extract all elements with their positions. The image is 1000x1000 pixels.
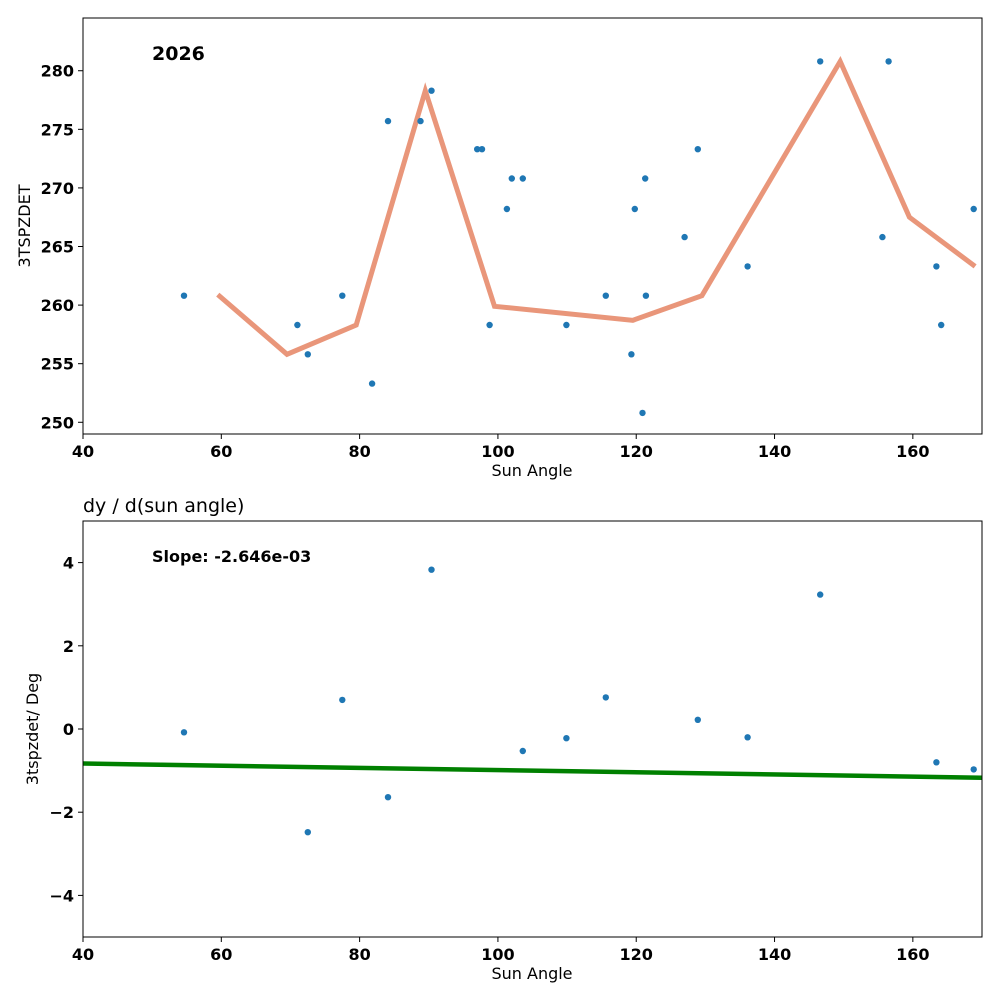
bottom-x-tick-label: 60	[210, 945, 232, 964]
bottom-data-point	[817, 591, 824, 598]
bottom-data-point	[304, 829, 311, 836]
top-annotation: 2026	[152, 43, 205, 65]
top-data-point	[631, 205, 638, 213]
top-plot-layer	[180, 55, 977, 417]
top-data-point	[639, 409, 646, 417]
top-data-point	[970, 205, 977, 213]
bottom-data-point	[744, 734, 751, 741]
bottom-y-axis-label: 3tspzdet/ Deg	[23, 673, 42, 785]
top-data-point	[339, 292, 346, 299]
top-panel: 2026 Sun Angle 3TSPZDET 40 60 80 100 120 140 1…	[15, 17, 983, 480]
bottom-title: dy / d(sun angle)	[83, 495, 244, 517]
top-data-point	[642, 292, 650, 299]
bottom-linear-fit-line	[83, 761, 982, 780]
top-axes-frame	[82, 17, 983, 435]
bottom-plot-layer	[83, 566, 982, 836]
top-y-tick-label: 270	[41, 179, 74, 198]
bottom-x-tick-label: 80	[348, 945, 370, 964]
bottom-y-tick-label: 2	[63, 637, 74, 656]
bottom-data-point	[933, 759, 940, 766]
bottom-y-tick-label: −4	[49, 886, 74, 905]
bottom-data-point	[180, 729, 188, 736]
top-data-point	[384, 117, 392, 125]
top-data-point	[486, 321, 493, 329]
top-data-point	[563, 321, 570, 329]
top-x-tick-label: 80	[348, 442, 370, 461]
top-data-point	[417, 117, 424, 125]
top-data-point	[180, 292, 188, 299]
bottom-data-point	[970, 766, 977, 773]
top-x-tick-label: 160	[896, 442, 929, 461]
bottom-y-tick-label: −2	[49, 803, 74, 822]
bottom-x-tick-label: 40	[72, 945, 94, 964]
top-y-tick-label: 250	[41, 413, 74, 432]
top-data-point	[628, 351, 635, 358]
top-x-tick-label: 40	[72, 442, 94, 461]
top-x-tick-label: 100	[481, 442, 514, 461]
bottom-data-point	[384, 794, 392, 801]
top-data-point	[744, 263, 751, 270]
top-y-tick-label: 275	[41, 120, 74, 139]
top-binned-mean-line	[216, 55, 977, 358]
bottom-x-tick-label: 100	[481, 945, 514, 964]
top-x-tick-label: 140	[758, 442, 791, 461]
top-x-tick-label: 120	[620, 442, 653, 461]
bottom-annotation: Slope: -2.646e-03	[152, 547, 311, 566]
bottom-y-tick-label: 0	[63, 720, 74, 739]
top-data-point	[428, 87, 435, 94]
top-data-point	[602, 292, 609, 299]
top-y-axis-label: 3TSPZDET	[15, 184, 34, 267]
bottom-x-tick-label: 160	[896, 945, 929, 964]
top-data-point	[478, 146, 486, 153]
bottom-x-tick-label: 140	[758, 945, 791, 964]
bottom-data-point	[428, 566, 435, 573]
bottom-data-point	[694, 716, 701, 723]
top-data-point	[933, 263, 940, 270]
top-data-point	[885, 58, 892, 65]
top-data-point	[304, 351, 311, 358]
top-x-tick-label: 60	[210, 442, 232, 461]
top-data-point	[368, 380, 376, 387]
bottom-panel: dy / d(sun angle) Slope: -2.646e-03 Sun …	[23, 495, 983, 983]
bottom-data-point	[519, 747, 526, 755]
top-y-tick-label: 280	[41, 62, 74, 81]
top-x-axis-label: Sun Angle	[491, 461, 572, 480]
top-data-point	[519, 175, 526, 182]
bottom-x-axis-label: Sun Angle	[491, 964, 572, 983]
top-data-point	[294, 321, 301, 329]
top-data-point	[503, 205, 511, 213]
bottom-data-point	[563, 735, 570, 742]
top-data-point	[817, 58, 824, 65]
top-y-tick-label: 260	[41, 296, 74, 315]
top-y-tick-label: 255	[41, 355, 74, 374]
top-data-point	[642, 175, 649, 182]
top-data-point	[474, 146, 481, 153]
top-data-point	[681, 233, 688, 241]
top-data-point	[938, 321, 945, 329]
bottom-data-point	[339, 696, 346, 704]
top-data-point	[879, 233, 886, 241]
bottom-y-tick-label: 4	[63, 554, 74, 573]
top-data-point	[694, 146, 701, 153]
top-data-point	[508, 175, 515, 182]
bottom-x-tick-label: 120	[620, 945, 653, 964]
top-y-tick-label: 265	[41, 238, 74, 257]
bottom-data-point	[602, 694, 609, 701]
